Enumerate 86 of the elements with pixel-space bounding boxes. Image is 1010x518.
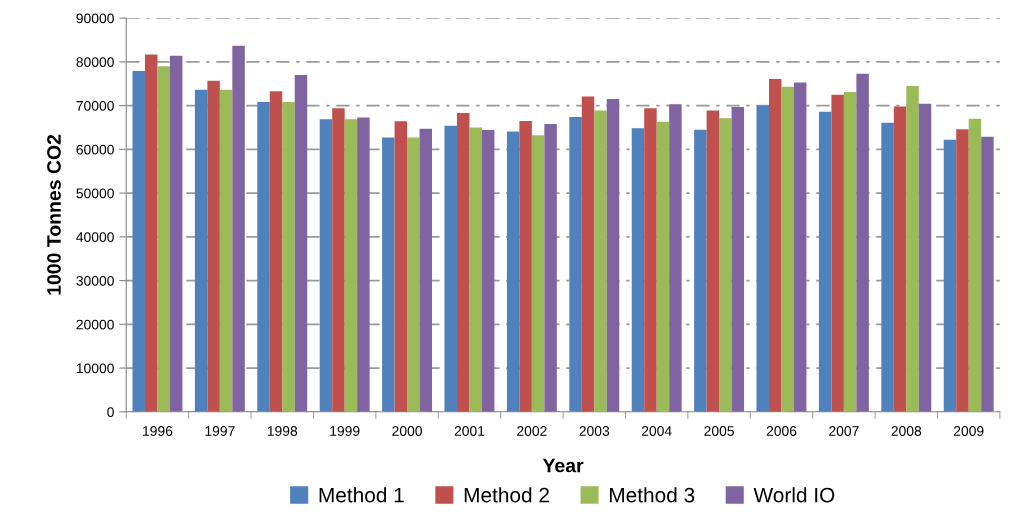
y-tick-label: 10000 <box>76 363 114 374</box>
legend-label: Method 3 <box>610 487 695 503</box>
bar <box>407 137 420 412</box>
legend-label: Method 1 <box>319 487 404 503</box>
bar <box>918 103 932 412</box>
x-tick-label: 2005 <box>704 426 734 436</box>
x-tick-label: 2000 <box>392 426 422 436</box>
x-tick-label: 1998 <box>267 426 298 436</box>
bar <box>144 54 158 412</box>
bar <box>656 121 670 412</box>
bar <box>194 89 208 412</box>
legend-label: Method 2 <box>464 487 549 503</box>
legend-label: World IO <box>753 487 835 503</box>
bar <box>232 45 245 412</box>
bar <box>943 139 957 412</box>
bar <box>207 80 220 412</box>
y-tick-label: 20000 <box>76 319 114 330</box>
bar <box>856 73 869 412</box>
bar <box>531 135 545 412</box>
bar <box>756 105 770 412</box>
x-tick-label: 2003 <box>579 426 610 436</box>
bar <box>357 117 370 412</box>
y-tick-label: 0 <box>107 407 114 417</box>
x-tick-label: 2009 <box>953 426 984 436</box>
bar <box>694 129 707 412</box>
bar <box>269 91 283 412</box>
bar <box>294 74 308 412</box>
x-tick-label: 2002 <box>517 426 547 436</box>
bar <box>793 82 807 412</box>
bar <box>581 96 595 412</box>
bar <box>344 119 358 412</box>
x-tick-label: 2007 <box>829 426 859 436</box>
bar <box>818 111 832 412</box>
bar <box>394 121 408 412</box>
bar <box>169 55 183 412</box>
bar <box>644 108 657 412</box>
bar <box>906 85 919 412</box>
bar <box>456 113 470 412</box>
x-tick-label: 1999 <box>330 426 360 436</box>
bar <box>893 106 907 412</box>
bar <box>594 110 607 412</box>
bar <box>956 129 969 412</box>
bar <box>132 71 145 412</box>
bar <box>968 118 982 412</box>
y-tick-label: 60000 <box>76 144 114 155</box>
bar <box>569 116 582 412</box>
x-tick-label: 2001 <box>454 426 485 436</box>
bar <box>157 66 170 412</box>
bar <box>481 130 495 412</box>
bar <box>332 108 345 412</box>
x-axis-title: Year <box>542 458 584 473</box>
bar <box>257 102 270 412</box>
bar <box>981 136 994 412</box>
bar <box>282 102 295 412</box>
bar <box>544 123 557 412</box>
bar <box>831 94 844 412</box>
x-tick-label: 2004 <box>641 426 672 436</box>
bar <box>781 86 794 412</box>
bar <box>319 119 333 412</box>
y-tick-label: 30000 <box>76 275 114 286</box>
y-tick-label: 50000 <box>76 188 114 199</box>
x-tick-label: 2008 <box>891 426 922 436</box>
bar <box>219 89 233 412</box>
bar <box>843 92 857 412</box>
bar <box>444 125 457 412</box>
y-axis-title: 1000 Tonnes CO2 <box>47 134 61 295</box>
bar <box>631 128 645 412</box>
bar <box>469 127 482 412</box>
x-tick-label: 1996 <box>143 426 173 436</box>
bar <box>506 131 520 412</box>
bar <box>719 118 732 412</box>
y-tick-label: 80000 <box>76 57 114 68</box>
bar <box>606 99 620 412</box>
bar <box>519 120 532 412</box>
bar <box>769 78 782 412</box>
x-tick-label: 2006 <box>766 426 797 436</box>
bar <box>419 128 433 412</box>
bar <box>731 106 745 412</box>
bar <box>706 110 720 412</box>
y-tick-label: 70000 <box>76 100 114 111</box>
bar <box>881 122 894 412</box>
y-tick-label: 90000 <box>76 13 114 24</box>
bar <box>669 104 682 412</box>
bar <box>382 137 395 412</box>
x-tick-label: 1997 <box>205 426 235 436</box>
y-tick-label: 40000 <box>76 232 114 243</box>
